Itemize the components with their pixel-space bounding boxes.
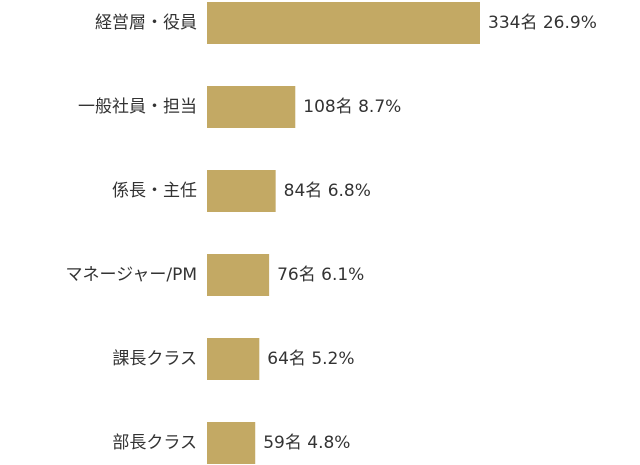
category-label: 課長クラス: [112, 349, 197, 369]
value-label: 84名 6.8%: [284, 181, 371, 201]
bar: [207, 422, 256, 464]
bar: [207, 170, 276, 212]
category-label: 部長クラス: [112, 433, 197, 453]
value-label: 108名 8.7%: [303, 97, 401, 117]
value-label: 64名 5.2%: [267, 349, 354, 369]
value-label: 76名 6.1%: [277, 265, 364, 285]
category-label: 経営層・役員: [95, 13, 197, 33]
bar: [207, 2, 480, 44]
value-label: 334名 26.9%: [488, 13, 597, 33]
bar: [207, 86, 296, 128]
bar: [207, 338, 260, 380]
category-label: 一般社員・担当: [78, 97, 197, 117]
value-label: 59名 4.8%: [263, 433, 350, 453]
category-label: マネージャー/PM: [66, 265, 197, 285]
bar: [207, 254, 270, 296]
category-label: 係長・主任: [112, 181, 197, 201]
